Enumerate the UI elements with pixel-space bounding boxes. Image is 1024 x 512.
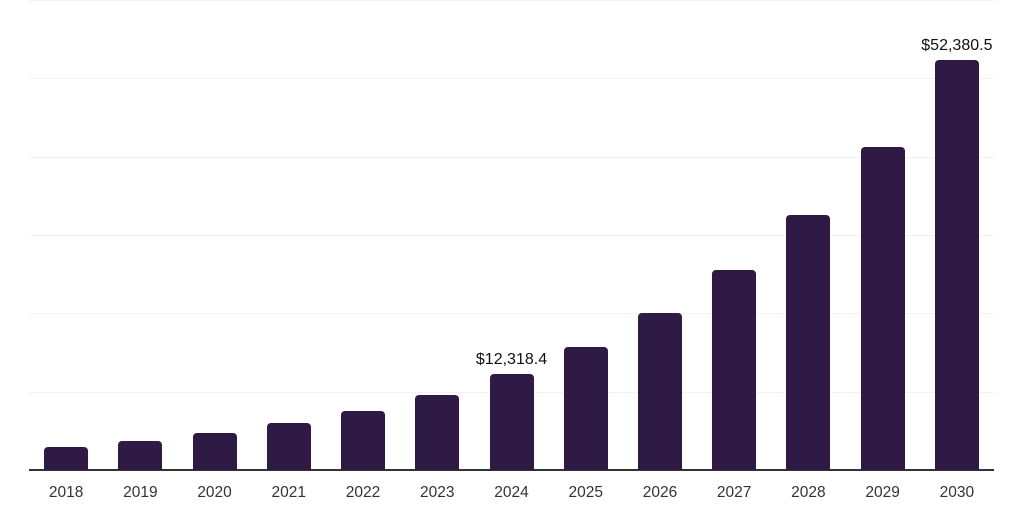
x-tick-label-2026: 2026 (642, 484, 678, 501)
x-tick-label-2027: 2027 (716, 484, 752, 501)
x-tick-label-2024: 2024 (494, 484, 529, 501)
bar-2020 (192, 432, 237, 470)
gridline (29, 78, 994, 80)
gridline (29, 313, 994, 315)
bar-value-label-2024: $12,318.4 (475, 350, 548, 368)
bar-2022 (341, 411, 386, 470)
bar-2025 (563, 346, 608, 470)
gridline (29, 235, 994, 236)
bar-2026 (637, 312, 682, 470)
bar-value-label-2030: $52,380.5 (921, 36, 993, 54)
x-tick-label-2018: 2018 (48, 484, 84, 501)
plot-area: $12,318.4 $52,380.5 (29, 0, 994, 471)
bar-2024 (489, 373, 534, 470)
x-tick-label-2019: 2019 (123, 484, 158, 501)
x-tick-label-2021: 2021 (271, 484, 307, 501)
bar-2023 (415, 394, 460, 470)
bar-2029 (860, 146, 905, 470)
bar-2027 (712, 270, 757, 470)
bar-2021 (266, 423, 311, 470)
x-axis-line (29, 469, 994, 471)
gridline (29, 156, 994, 158)
bar-2018 (44, 447, 89, 470)
gridline (29, 0, 994, 1)
bar-2030 (934, 59, 979, 470)
x-tick-label-2028: 2028 (791, 484, 826, 501)
bar-2028 (786, 215, 831, 470)
x-tick-label-2030: 2030 (939, 484, 975, 501)
x-tick-label-2023: 2023 (420, 484, 455, 501)
x-tick-label-2025: 2025 (568, 484, 603, 501)
bar-2019 (118, 441, 163, 470)
x-tick-label-2029: 2029 (865, 484, 900, 501)
x-tick-label-2020: 2020 (197, 484, 232, 501)
x-tick-label-2022: 2022 (345, 484, 381, 501)
